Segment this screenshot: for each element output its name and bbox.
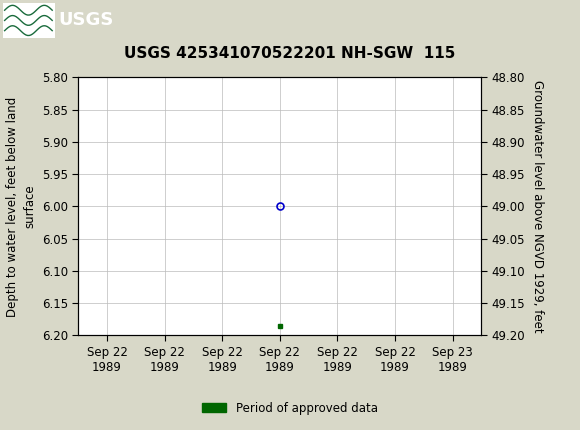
Y-axis label: Groundwater level above NGVD 1929, feet: Groundwater level above NGVD 1929, feet — [531, 80, 544, 333]
Text: USGS: USGS — [58, 12, 113, 29]
Legend: Period of approved data: Period of approved data — [198, 397, 382, 420]
Bar — [3, 3, 55, 37]
Y-axis label: Depth to water level, feet below land
surface: Depth to water level, feet below land su… — [6, 96, 36, 316]
Text: USGS 425341070522201 NH-SGW  115: USGS 425341070522201 NH-SGW 115 — [124, 46, 456, 61]
